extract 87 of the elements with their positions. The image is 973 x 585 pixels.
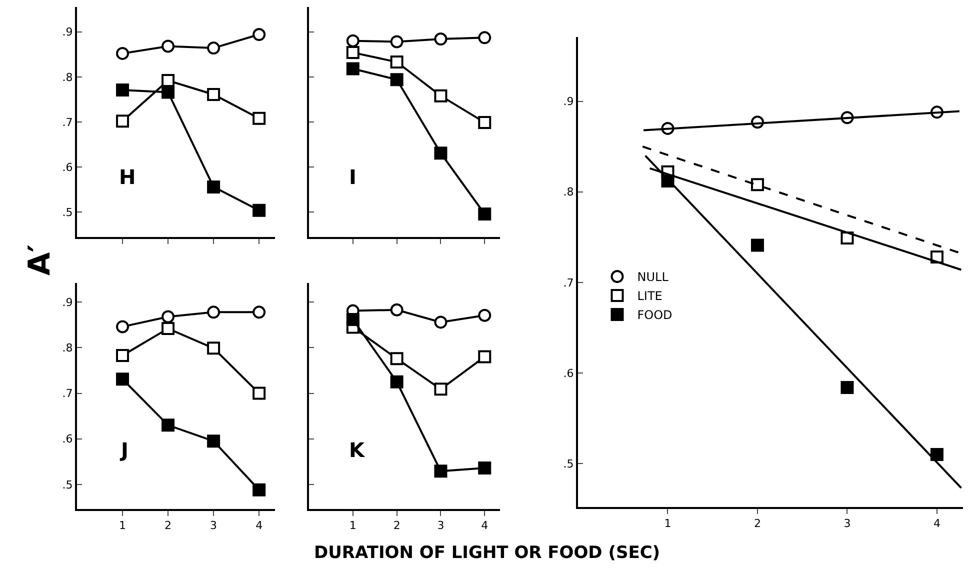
y-tick-label: .9 xyxy=(62,26,73,39)
legend-label: FOOD xyxy=(637,308,672,322)
point xyxy=(162,418,175,432)
point xyxy=(434,146,448,160)
point xyxy=(346,62,360,76)
x-tick-label: 3 xyxy=(437,519,444,532)
y-tick-label: .8 xyxy=(62,70,73,84)
point xyxy=(252,112,266,125)
x-tick-label: 4 xyxy=(933,517,940,530)
point xyxy=(478,461,492,474)
x-tick-label: 4 xyxy=(481,519,488,532)
x-tick-label: 1 xyxy=(119,519,126,532)
y-tick-label: .5 xyxy=(563,457,574,470)
point xyxy=(207,306,220,319)
point xyxy=(434,32,448,46)
y-tick-label: .6 xyxy=(563,366,574,380)
point xyxy=(390,352,404,366)
point xyxy=(116,114,130,128)
y-tick-label: .5 xyxy=(62,478,73,492)
point xyxy=(840,232,854,245)
point xyxy=(478,350,492,364)
annotation: I xyxy=(349,165,356,189)
annotation: H xyxy=(119,165,136,189)
point xyxy=(116,83,130,96)
point xyxy=(930,448,944,461)
point xyxy=(252,204,266,217)
point xyxy=(390,375,404,388)
point xyxy=(162,322,175,336)
point xyxy=(478,31,492,44)
point xyxy=(750,178,764,192)
legend-label: LITE xyxy=(637,289,662,304)
x-tick-label: 2 xyxy=(164,519,172,532)
point xyxy=(207,342,220,355)
point xyxy=(390,303,404,316)
point xyxy=(390,35,404,48)
annotation: J xyxy=(119,438,128,462)
point xyxy=(252,306,266,319)
point xyxy=(162,310,175,324)
point xyxy=(346,34,360,48)
point xyxy=(434,316,448,329)
point xyxy=(346,312,360,326)
annotation: K xyxy=(349,438,366,462)
legend-label: NULL xyxy=(637,270,669,284)
point xyxy=(162,40,175,53)
y-tick-label: .8 xyxy=(563,186,574,199)
y-tick-label: .9 xyxy=(62,296,73,309)
point xyxy=(390,56,404,69)
point xyxy=(116,320,130,334)
x-tick-label: 1 xyxy=(349,519,356,532)
point xyxy=(252,483,266,496)
point xyxy=(840,380,854,394)
point xyxy=(207,88,220,101)
y-tick-label: .7 xyxy=(62,387,73,400)
point xyxy=(252,28,266,42)
point xyxy=(207,42,220,55)
point xyxy=(252,386,266,400)
point xyxy=(434,89,448,102)
point xyxy=(434,464,448,478)
point xyxy=(434,382,448,396)
y-tick-label: .6 xyxy=(62,432,73,446)
y-tick-label: .8 xyxy=(62,342,73,355)
point xyxy=(207,434,220,448)
x-tick-label: 3 xyxy=(844,517,851,530)
point xyxy=(478,208,492,220)
x-tick-label: 2 xyxy=(754,517,761,530)
point xyxy=(478,116,492,129)
point xyxy=(162,74,175,88)
y-tick-label: .9 xyxy=(563,95,574,108)
y-tick-label: .5 xyxy=(62,206,73,220)
point xyxy=(116,46,130,60)
x-tick-label: 1 xyxy=(664,517,672,530)
point xyxy=(116,372,130,386)
point xyxy=(207,180,220,194)
x-tick-label: 4 xyxy=(256,519,263,532)
x-tick-label: 3 xyxy=(210,519,218,532)
x-tick-label: 2 xyxy=(393,519,400,532)
point xyxy=(162,86,175,99)
point xyxy=(750,238,764,252)
point xyxy=(478,308,492,322)
x-axis-title: DURATION OF LIGHT OR FOOD (SEC) xyxy=(314,543,660,563)
point xyxy=(346,46,360,60)
y-tick-label: .6 xyxy=(62,160,73,174)
y-tick-label: .7 xyxy=(62,116,73,129)
point xyxy=(390,73,404,86)
y-tick-label: .7 xyxy=(563,276,574,290)
point xyxy=(116,348,130,362)
y-axis-title: A′ xyxy=(22,244,58,276)
